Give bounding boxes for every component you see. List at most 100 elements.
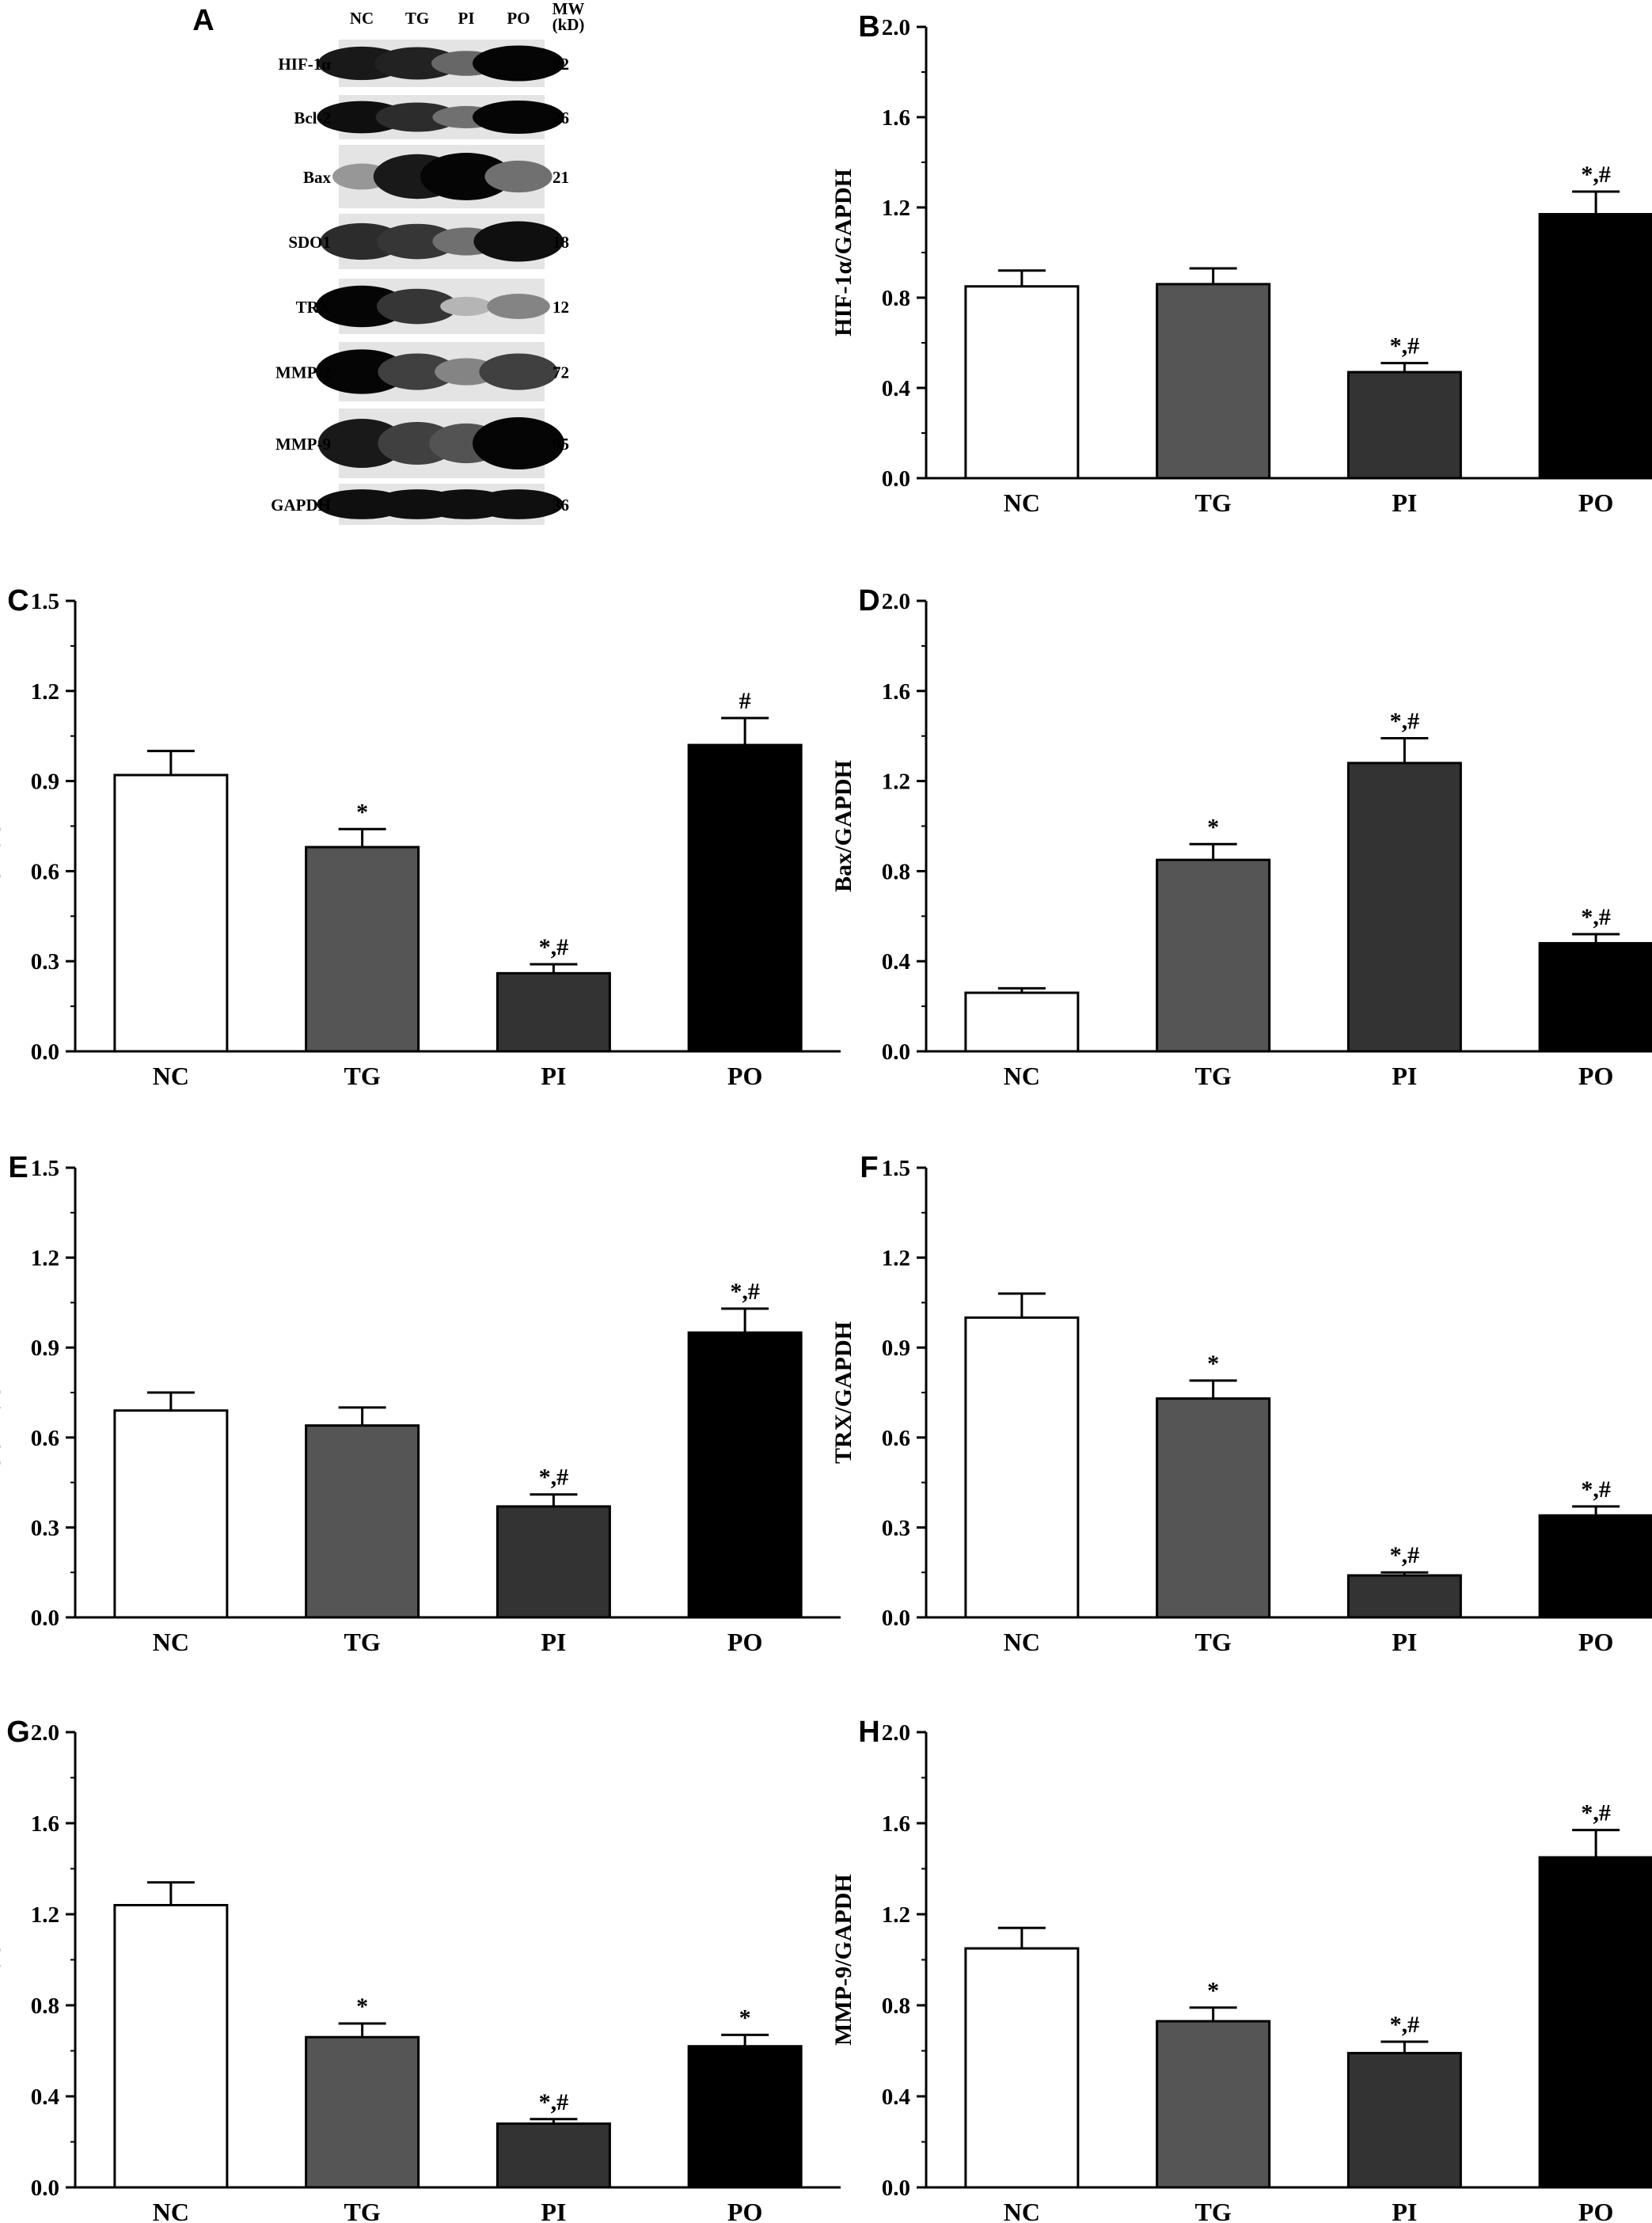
blot-band bbox=[473, 101, 564, 134]
x-tick-label: TG bbox=[344, 2198, 381, 2223]
bar bbox=[964, 1316, 1080, 1619]
y-tick-label: 2.0 bbox=[882, 1720, 910, 1746]
significance-label: * bbox=[356, 799, 368, 825]
x-tick-label: PI bbox=[541, 1628, 566, 1656]
x-tick-label: NC bbox=[153, 1062, 189, 1090]
x-tick-label: TG bbox=[344, 1062, 381, 1090]
blot-lane-label: PI bbox=[458, 9, 475, 28]
y-tick-label: 0.0 bbox=[882, 1606, 910, 1631]
blot-band bbox=[377, 223, 458, 260]
y-tick-label: 0.8 bbox=[882, 286, 910, 311]
y-tick-label: 0.0 bbox=[882, 466, 910, 492]
significance-label: *,# bbox=[1390, 2012, 1420, 2038]
bar bbox=[305, 1424, 420, 1619]
y-tick-label: 0.6 bbox=[31, 1426, 59, 1451]
significance-label: *,# bbox=[730, 1279, 760, 1305]
blot-mw-label: 12 bbox=[553, 298, 569, 317]
y-tick-label: 0.0 bbox=[31, 1039, 59, 1065]
bar bbox=[1346, 2051, 1462, 2189]
bar bbox=[1538, 1514, 1652, 1619]
y-tick-label: 0.0 bbox=[882, 1039, 910, 1065]
bar bbox=[964, 1947, 1080, 2189]
bar bbox=[305, 846, 420, 1053]
panel-letter-a: A bbox=[192, 4, 214, 37]
y-tick-label: 1.5 bbox=[31, 589, 59, 614]
y-tick-label: 0.9 bbox=[31, 770, 59, 795]
bar bbox=[113, 1904, 229, 2189]
chart-panel-g: G 0.0 0.4 0.8 1.2 1.6 2.0 MMP-2/GAPDH NC TG * PI *,#… bbox=[0, 1716, 841, 2223]
y-tick-label: 0.0 bbox=[31, 2176, 59, 2201]
blot-band bbox=[377, 288, 458, 325]
blot-protein-label: Bax bbox=[303, 168, 332, 187]
blot-band bbox=[375, 102, 459, 132]
bar bbox=[1538, 1856, 1652, 2189]
panel-letter: E bbox=[8, 1151, 28, 1184]
chart-panel-e: E 0.0 0.3 0.6 0.9 1.2 1.5 SOD1/GAPDH NC TG PI *,# PO… bbox=[0, 1151, 841, 1656]
y-tick-label: 0.3 bbox=[882, 1515, 910, 1541]
x-tick-label: PO bbox=[1578, 2198, 1613, 2223]
y-tick-label: 0.0 bbox=[31, 1606, 59, 1631]
y-tick-label: 2.0 bbox=[882, 589, 910, 614]
x-tick-label: TG bbox=[1195, 488, 1232, 517]
bar bbox=[687, 2045, 803, 2189]
x-tick-label: TG bbox=[1195, 1628, 1232, 1656]
x-tick-label: PO bbox=[727, 2198, 762, 2223]
y-axis-title: SOD1/GAPDH bbox=[0, 1316, 6, 1469]
y-tick-label: 1.6 bbox=[882, 105, 910, 131]
x-tick-label: PI bbox=[1392, 1062, 1417, 1090]
blot-protein-label: MMP-2 bbox=[275, 363, 331, 382]
y-tick-label: 0.0 bbox=[882, 2176, 910, 2201]
bar bbox=[1538, 213, 1652, 480]
blot-band bbox=[479, 353, 558, 390]
blot-panel: A NC TG PI PO MW(kD) HIF-1α 92 Bcl-2 26 Bax 21 SDO1 1… bbox=[192, 0, 584, 525]
y-tick-label: 1.6 bbox=[882, 1811, 910, 1837]
significance-label: *,# bbox=[1581, 1800, 1611, 1826]
blot-mw-label: 26 bbox=[553, 108, 569, 127]
bar bbox=[964, 991, 1080, 1053]
blot-mw-label: 21 bbox=[553, 168, 569, 187]
y-axis-title: Bax/GAPDH bbox=[830, 760, 856, 892]
y-tick-label: 1.2 bbox=[31, 679, 59, 705]
significance-label: *,# bbox=[1390, 333, 1420, 359]
y-tick-label: 0.3 bbox=[31, 1515, 59, 1541]
panel-letter: F bbox=[860, 1151, 878, 1184]
blot-mw-unit: (kD) bbox=[553, 15, 585, 34]
blot-lane-label: PO bbox=[507, 9, 530, 28]
chart-panel-f: F 0.0 0.3 0.6 0.9 1.2 1.5 TRX/GAPDH NC TG * PI *,# PO… bbox=[830, 1151, 1652, 1656]
blot-band bbox=[420, 153, 512, 200]
blot-protein-label: HIF-1α bbox=[278, 55, 331, 74]
panel-letter: D bbox=[858, 584, 879, 618]
bar bbox=[496, 1505, 611, 1619]
y-axis-title: HIF-1α/GAPDH bbox=[830, 169, 856, 336]
y-tick-label: 0.3 bbox=[31, 949, 59, 975]
y-tick-label: 0.4 bbox=[882, 2084, 910, 2110]
bar bbox=[496, 971, 611, 1053]
x-tick-label: PI bbox=[541, 1062, 566, 1090]
significance-label: *,# bbox=[1581, 162, 1611, 188]
blot-band bbox=[440, 296, 492, 317]
significance-label: # bbox=[739, 688, 751, 714]
y-tick-label: 1.2 bbox=[882, 1902, 910, 1928]
blot-lane-label: NC bbox=[350, 9, 374, 28]
y-tick-label: 1.5 bbox=[882, 1156, 910, 1181]
y-tick-label: 1.2 bbox=[31, 1246, 59, 1271]
blot-protein-label: SDO1 bbox=[288, 233, 331, 252]
y-axis-title: Bcl-2/GAPDH bbox=[0, 754, 6, 899]
blot-protein-label: MMP-9 bbox=[275, 435, 331, 454]
x-tick-label: PO bbox=[727, 1062, 762, 1090]
chart-panel-d: D 0.0 0.4 0.8 1.2 1.6 2.0 Bax/GAPDH NC TG * PI *,# PO… bbox=[830, 584, 1652, 1090]
y-tick-label: 1.2 bbox=[31, 1902, 59, 1928]
significance-label: *,# bbox=[1390, 1542, 1420, 1568]
x-tick-label: PI bbox=[1392, 488, 1417, 517]
significance-label: *,# bbox=[1581, 1476, 1611, 1503]
bar bbox=[1156, 1397, 1271, 1619]
significance-label: *,# bbox=[539, 2089, 569, 2115]
y-tick-label: 0.9 bbox=[31, 1336, 59, 1361]
x-tick-label: NC bbox=[1004, 488, 1040, 517]
blot-band bbox=[435, 358, 498, 386]
bar bbox=[1346, 1574, 1462, 1619]
y-tick-label: 2.0 bbox=[31, 1720, 59, 1746]
significance-label: *,# bbox=[1390, 709, 1420, 735]
y-tick-label: 0.6 bbox=[882, 1426, 910, 1451]
